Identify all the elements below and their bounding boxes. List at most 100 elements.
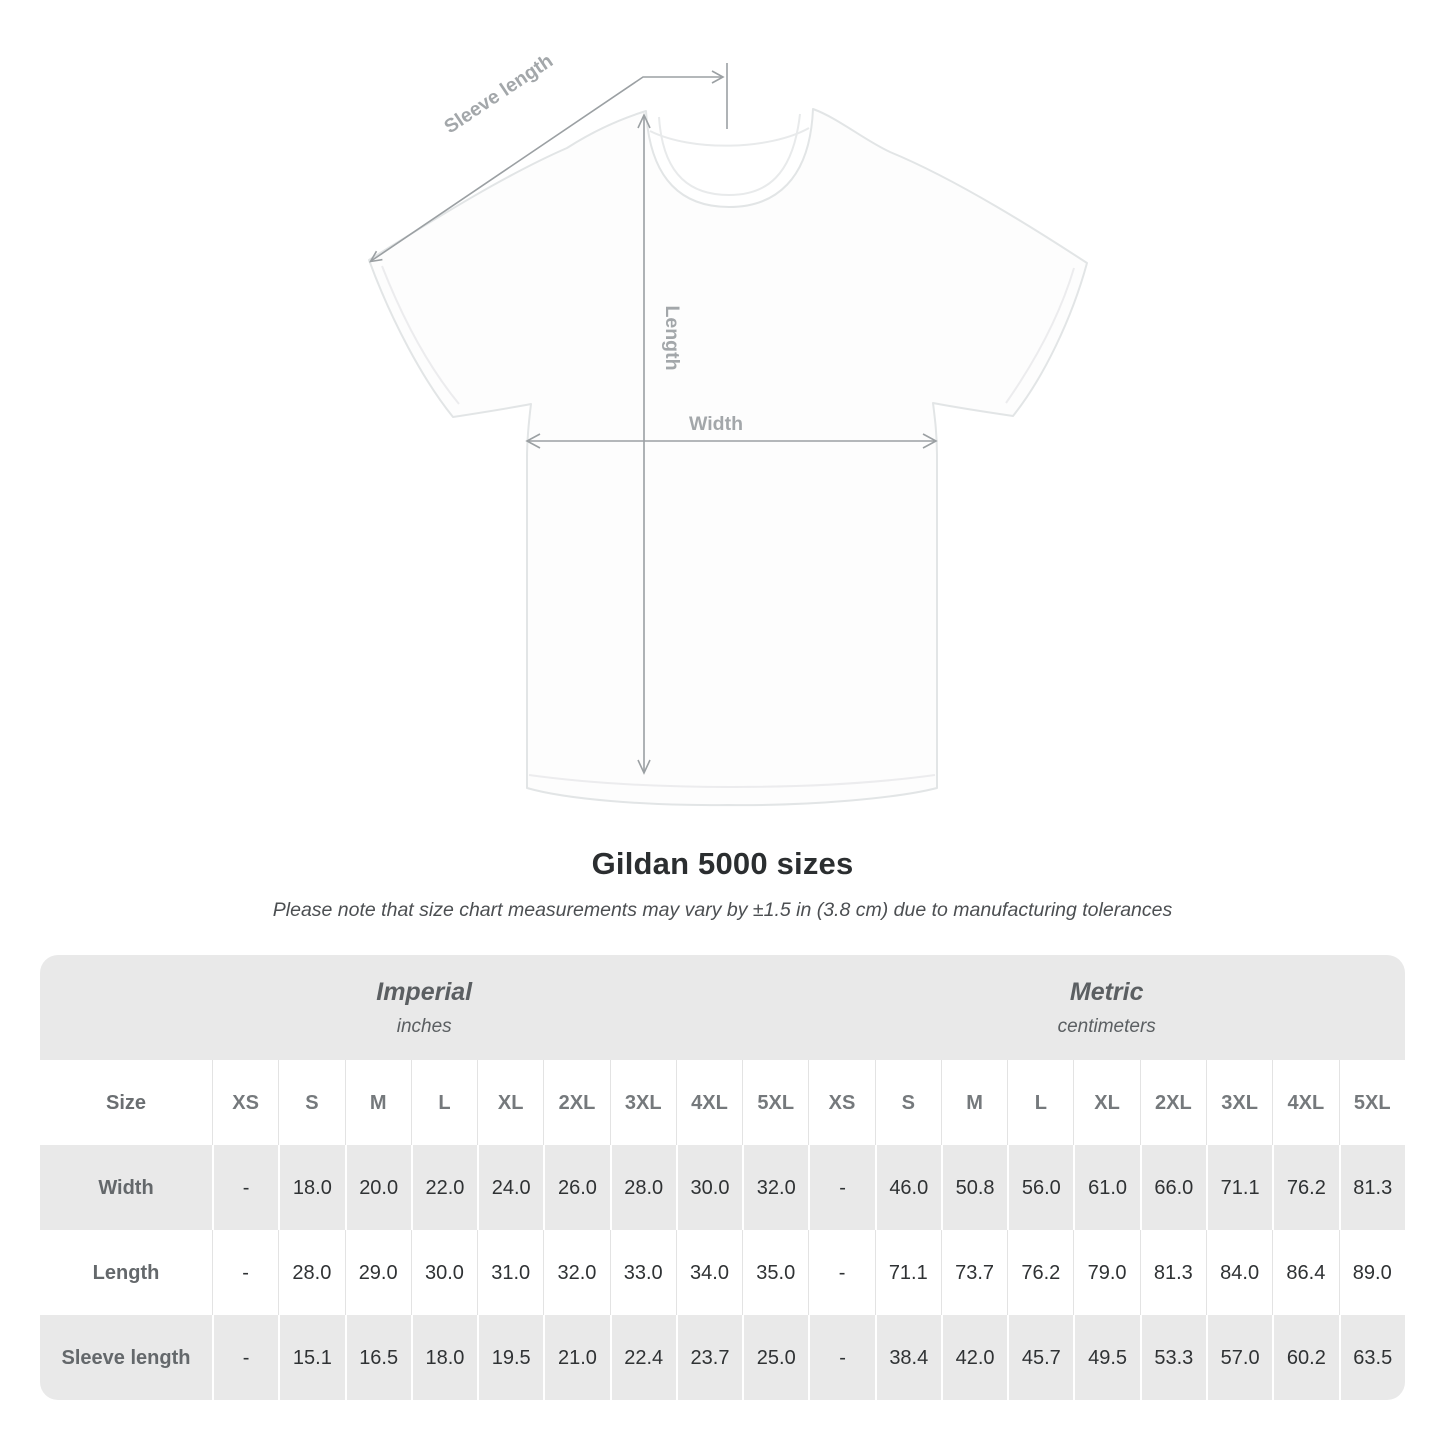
size-corner-header: Size — [105, 1091, 147, 1114]
size-value-cell: 23.7 — [675, 1315, 742, 1400]
size-column-header: XS — [212, 1060, 278, 1145]
imperial-band-title: Imperial — [376, 977, 473, 1006]
size-value-cell: 18.0 — [410, 1315, 477, 1400]
size-value-cell: 19.5 — [477, 1315, 543, 1400]
size-value-cell: 79.0 — [1073, 1230, 1139, 1315]
row-label: Length — [92, 1261, 160, 1284]
size-value-cell: 35.0 — [742, 1230, 808, 1315]
size-value-cell: 18.0 — [278, 1145, 344, 1230]
size-value-cell: 22.0 — [410, 1145, 477, 1230]
size-column-header: XS — [808, 1060, 874, 1145]
size-value-cell: 57.0 — [1205, 1315, 1272, 1400]
size-column-header: 3XL — [609, 1060, 676, 1145]
size-value-cell: 25.0 — [742, 1315, 808, 1400]
size-value-cell: 81.3 — [1338, 1145, 1405, 1230]
tolerance-note: Please note that size chart measurements… — [272, 899, 1173, 921]
size-value-cell: - — [808, 1315, 874, 1400]
size-column-header: L — [410, 1060, 477, 1145]
measurement-row: Length -28.0 29.0 30.0 31.0 32.0 33.0 34.0 35.0-… — [40, 1230, 1405, 1315]
size-column-header: XL — [1073, 1060, 1139, 1145]
size-value-cell: 76.2 — [1272, 1145, 1338, 1230]
size-value-cell: 53.3 — [1139, 1315, 1206, 1400]
size-column-header: 3XL — [1205, 1060, 1272, 1145]
metric-band-unit: centimeters — [1057, 1015, 1156, 1037]
size-value-cell: 49.5 — [1073, 1315, 1139, 1400]
measurement-row: Width -18.0 20.0 22.0 24.0 26.0 28.0 30.0 32.0-4… — [40, 1145, 1405, 1230]
length-label: Length — [661, 306, 683, 371]
size-column-header: 2XL — [1139, 1060, 1206, 1145]
width-arrow — [525, 433, 938, 449]
sleeve-length-label: Sleeve length — [440, 50, 557, 138]
unit-band-row: Imperial inches Metric centimeters — [40, 955, 1405, 1060]
size-value-cell: 86.4 — [1272, 1230, 1338, 1315]
size-value-cell: 42.0 — [940, 1315, 1007, 1400]
size-value-cell: 30.0 — [675, 1145, 742, 1230]
imperial-band: Imperial inches — [40, 955, 809, 1060]
tshirt-illustration — [368, 108, 1088, 807]
size-column-header: M — [940, 1060, 1007, 1145]
size-value-cell: 38.4 — [874, 1315, 941, 1400]
size-value-cell: 31.0 — [477, 1230, 543, 1315]
size-column-header: L — [1007, 1060, 1073, 1145]
title-block: Gildan 5000 sizes Please note that size … — [0, 846, 1445, 922]
size-column-header: S — [874, 1060, 941, 1145]
size-value-cell: 61.0 — [1073, 1145, 1139, 1230]
length-arrow — [637, 113, 651, 775]
size-chart-table: Imperial inches Metric centimeters Size … — [40, 955, 1405, 1400]
size-value-cell: 24.0 — [477, 1145, 543, 1230]
size-column-header: 4XL — [675, 1060, 742, 1145]
size-value-cell: - — [212, 1230, 278, 1315]
size-value-cell: 32.0 — [742, 1145, 808, 1230]
size-column-header: 2XL — [543, 1060, 609, 1145]
size-value-cell: 20.0 — [344, 1145, 411, 1230]
size-value-cell: 33.0 — [609, 1230, 676, 1315]
row-label: Width — [98, 1176, 154, 1199]
size-value-cell: 76.2 — [1007, 1230, 1073, 1315]
size-value-cell: 63.5 — [1338, 1315, 1405, 1400]
size-header-row: Size XS S M L XL 2XL 3XL 4XL 5XL XS S M L XL 2XL 3XL 4XL… — [40, 1060, 1405, 1145]
size-column-header: 5XL — [1338, 1060, 1405, 1145]
metric-band-title: Metric — [1069, 977, 1144, 1006]
size-value-cell: 84.0 — [1205, 1230, 1272, 1315]
width-label: Width — [689, 413, 743, 435]
size-value-cell: 60.2 — [1272, 1315, 1338, 1400]
size-value-cell: 28.0 — [609, 1145, 676, 1230]
size-chart-table-wrap: Imperial inches Metric centimeters Size … — [40, 955, 1405, 1400]
measurement-row: Sleeve length -15.1 16.5 18.0 19.5 21.0 22.4 23… — [40, 1315, 1405, 1400]
size-value-cell: 50.8 — [940, 1145, 1007, 1230]
size-value-cell: 16.5 — [344, 1315, 411, 1400]
size-value-cell: 46.0 — [874, 1145, 941, 1230]
size-value-cell: 66.0 — [1139, 1145, 1206, 1230]
size-value-cell: 21.0 — [543, 1315, 609, 1400]
size-value-cell: 32.0 — [543, 1230, 609, 1315]
size-value-cell: 28.0 — [278, 1230, 344, 1315]
size-column-header: S — [278, 1060, 344, 1145]
size-column-header: XL — [477, 1060, 543, 1145]
size-value-cell: - — [212, 1315, 278, 1400]
tshirt-measurement-diagram: Sleeve length Length Width — [368, 50, 1088, 807]
size-column-header: 5XL — [742, 1060, 808, 1145]
size-value-cell: 71.1 — [874, 1230, 941, 1315]
row-label: Sleeve length — [61, 1346, 191, 1369]
size-value-cell: 73.7 — [940, 1230, 1007, 1315]
size-column-header: M — [344, 1060, 411, 1145]
size-value-cell: 81.3 — [1139, 1230, 1206, 1315]
page-title: Gildan 5000 sizes — [591, 846, 854, 881]
size-value-cell: - — [808, 1145, 874, 1230]
measurement-arrows — [368, 63, 938, 775]
size-value-cell: - — [808, 1230, 874, 1315]
size-value-cell: 22.4 — [609, 1315, 676, 1400]
size-value-cell: 15.1 — [278, 1315, 344, 1400]
size-value-cell: 34.0 — [675, 1230, 742, 1315]
size-value-cell: 56.0 — [1007, 1145, 1073, 1230]
size-value-cell: 26.0 — [543, 1145, 609, 1230]
size-value-cell: 45.7 — [1007, 1315, 1073, 1400]
size-value-cell: 30.0 — [410, 1230, 477, 1315]
size-value-cell: - — [212, 1145, 278, 1230]
sleeve-length-arrow — [368, 63, 728, 263]
size-value-cell: 71.1 — [1205, 1145, 1272, 1230]
size-column-header: 4XL — [1272, 1060, 1338, 1145]
size-value-cell: 89.0 — [1338, 1230, 1405, 1315]
size-value-cell: 29.0 — [344, 1230, 411, 1315]
